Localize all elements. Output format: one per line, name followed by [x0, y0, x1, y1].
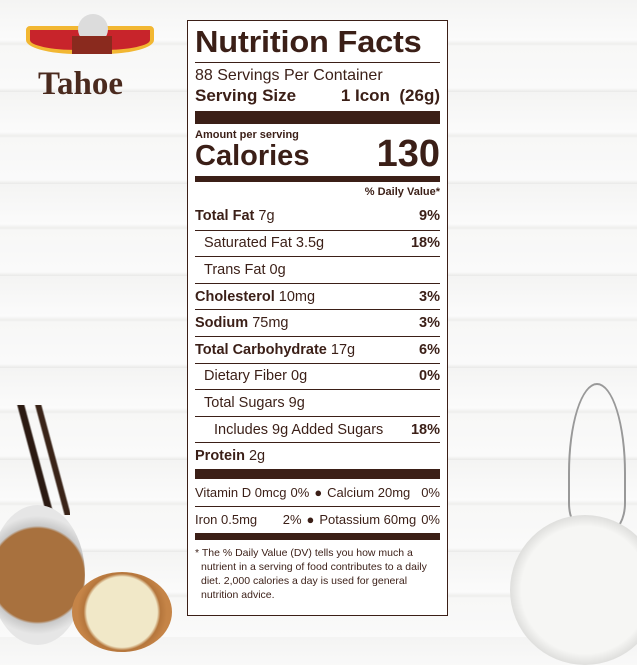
white-chips-bowl-image — [72, 572, 172, 652]
nutrient-dv: 3% — [419, 315, 440, 332]
brand-name: Tahoe — [38, 66, 123, 102]
nutrient-row: Total Fat 7g 9% — [195, 203, 440, 230]
nutrient-name: Total Fat — [195, 208, 255, 225]
nutrient-amount: 0g — [291, 368, 308, 385]
nutrient-row: Protein 2g — [195, 442, 440, 469]
nutrient-name: Includes 9g Added Sugars — [214, 421, 384, 438]
nutrient-amount: 3.5g — [295, 235, 325, 252]
flour-bowl-image — [510, 515, 637, 665]
serving-size-value: 1 Icon (26g) — [340, 86, 440, 105]
barn-graphic — [72, 36, 112, 54]
label-title: Nutrition Facts — [195, 24, 422, 59]
nutrient-row: Saturated Fat 3.5g 18% — [195, 229, 440, 257]
calcium: Calcium 20mg — [327, 484, 411, 500]
nutrient-row: Sodium 75mg 3% — [195, 309, 440, 336]
bullet: ● — [306, 512, 315, 528]
vitamin-row: Vitamin D 0mcg 0% ● Calcium 20mg 0% — [195, 479, 440, 506]
nutrient-amount: 9g — [288, 394, 305, 411]
calories-label: Calories — [195, 140, 310, 172]
nutrient-row: Cholesterol 10mg 3% — [195, 282, 440, 310]
nutrition-facts-label: Nutrition Facts 88 Servings Per Containe… — [187, 20, 448, 616]
nutrient-row: Trans Fat 0g — [195, 256, 440, 283]
iron-dv: 2% — [282, 512, 302, 528]
brown-sugar-bowl-image — [0, 505, 85, 645]
calcium-dv: 0% — [421, 484, 440, 500]
footnote: * The % Daily Value (DV) tells you how m… — [195, 546, 427, 601]
tahoe-logo: Tahoe — [20, 10, 160, 102]
nutrient-dv: 0% — [419, 368, 440, 385]
nutrient-row: Total Carbohydrate 17g 6% — [195, 335, 440, 363]
nutrient-row: Dietary Fiber 0g 0% — [195, 362, 440, 390]
nutrient-name: Sodium — [195, 315, 249, 332]
nutrient-amount: 17g — [330, 341, 356, 358]
nutrient-name: Total Carbohydrate — [195, 341, 327, 358]
nutrient-amount: 2g — [248, 448, 266, 465]
nutrient-name: Cholesterol — [195, 288, 275, 305]
vanilla-pods-image — [10, 405, 70, 515]
potassium: Potassium 60mg — [319, 512, 417, 528]
nutrient-name: Total Sugars — [204, 394, 285, 411]
nutrient-name: Trans Fat — [204, 261, 266, 278]
iron: Iron 0.5mg — [195, 512, 258, 528]
nutrient-row: Includes 9g Added Sugars 18% — [195, 415, 440, 443]
whisk-image — [568, 383, 626, 533]
nutrient-amount: 0g — [269, 261, 286, 278]
amount-per-serving: Amount per serving — [195, 129, 299, 141]
nutrient-amount: 7g — [258, 208, 275, 225]
nutrient-row: Total Sugars 9g — [195, 389, 440, 416]
vitamin-row: Iron 0.5mg 2% ● Potassium 60mg 0% — [195, 505, 440, 533]
potassium-dv: 0% — [421, 512, 440, 528]
nutrient-dv: 6% — [419, 341, 440, 358]
daily-value-header: % Daily Value* — [364, 186, 440, 198]
bullet: ● — [314, 484, 323, 500]
nutrient-dv: 18% — [410, 421, 440, 438]
vitamin-d: Vitamin D 0mcg — [195, 484, 287, 500]
nutrient-dv: 9% — [419, 208, 440, 225]
vitamin-d-dv: 0% — [290, 484, 310, 500]
nutrient-name: Dietary Fiber — [204, 368, 287, 385]
nutrient-dv: 3% — [419, 288, 440, 305]
nutrient-amount: 75mg — [252, 315, 289, 332]
calories-value: 130 — [376, 133, 440, 175]
nutrient-name: Protein — [195, 448, 245, 465]
nutrient-dv: 18% — [410, 235, 440, 252]
nutrient-amount: 10mg — [278, 288, 316, 305]
serving-size-label: Serving Size — [195, 86, 297, 105]
nutrient-name: Saturated Fat — [204, 235, 292, 252]
servings-per-container: 88 Servings Per Container — [195, 67, 383, 84]
